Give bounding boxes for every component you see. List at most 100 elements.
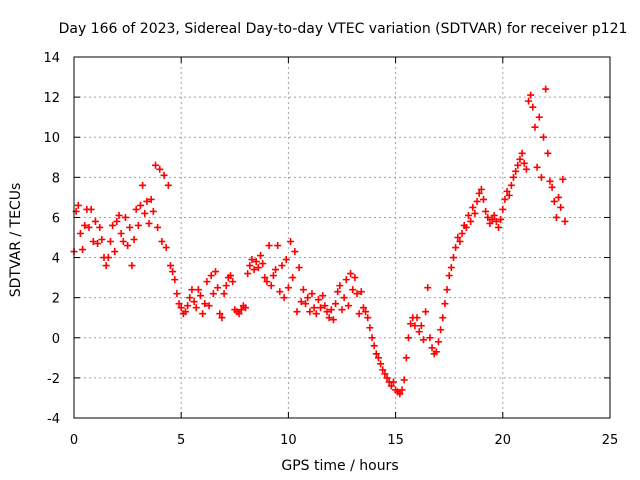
data-point: [76, 229, 84, 237]
data-point: [550, 197, 558, 205]
data-point: [428, 344, 436, 352]
data-point: [194, 286, 202, 294]
data-point: [540, 133, 548, 141]
data-point: [359, 304, 367, 312]
data-point: [190, 298, 198, 306]
data-point: [248, 256, 256, 264]
data-point: [368, 334, 376, 342]
data-point: [507, 181, 515, 189]
data-point: [544, 149, 552, 157]
data-point: [282, 256, 290, 264]
data-point: [126, 223, 134, 231]
data-point: [203, 278, 211, 286]
y-tick-label: 6: [52, 211, 60, 226]
data-point: [370, 342, 378, 350]
data-point: [475, 189, 483, 197]
data-point: [454, 234, 462, 241]
data-point: [117, 229, 125, 237]
data-point: [175, 300, 183, 308]
data-point: [102, 262, 110, 270]
data-point: [537, 173, 545, 181]
data-point: [366, 324, 374, 332]
data-point: [293, 308, 301, 316]
data-point: [89, 238, 97, 246]
data-point: [484, 213, 492, 221]
data-point: [130, 236, 138, 244]
data-point: [514, 161, 522, 169]
data-point: [139, 181, 147, 189]
y-tick-label: 12: [43, 91, 60, 106]
y-axis-label: SDTVAR / TECUs: [8, 183, 24, 298]
data-point: [321, 302, 329, 310]
data-point: [499, 205, 507, 213]
data-point: [332, 300, 340, 308]
data-point: [510, 173, 518, 181]
data-point: [304, 294, 312, 302]
x-tick-labels: 0 5 10 15 20 25: [70, 433, 618, 448]
data-point: [188, 286, 196, 294]
data-point: [276, 288, 284, 296]
x-tick-label: 15: [387, 433, 404, 448]
data-point: [149, 207, 157, 215]
data-point: [87, 205, 95, 213]
data-point: [432, 348, 440, 356]
data-point: [447, 264, 455, 272]
data-point: [111, 248, 119, 256]
data-point: [441, 300, 449, 308]
data-point: [237, 306, 245, 314]
data-point: [473, 197, 481, 205]
data-point: [379, 366, 387, 374]
data-point: [439, 314, 447, 322]
data-point: [426, 334, 434, 342]
data-point: [546, 177, 554, 185]
data-point: [222, 282, 230, 290]
data-point: [533, 163, 541, 171]
data-point: [437, 326, 445, 334]
data-point: [349, 286, 357, 294]
data-point: [512, 167, 520, 175]
data-point: [398, 386, 406, 394]
data-point: [212, 268, 220, 276]
data-point: [164, 181, 172, 189]
data-point: [128, 262, 136, 270]
data-point: [115, 211, 123, 219]
data-point: [522, 165, 530, 173]
data-point: [482, 207, 490, 215]
data-point: [162, 244, 170, 252]
data-point: [284, 284, 292, 292]
data-point: [299, 286, 307, 294]
data-point: [79, 246, 87, 254]
data-point: [355, 310, 363, 318]
data-point: [503, 187, 511, 195]
data-point: [340, 294, 348, 302]
data-point: [295, 264, 303, 272]
data-point: [134, 221, 142, 229]
data-point: [319, 292, 327, 300]
data-point: [351, 274, 359, 282]
data-point: [192, 304, 200, 312]
data-point: [278, 262, 286, 270]
data-point: [274, 242, 282, 250]
data-point: [525, 97, 533, 105]
data-point: [289, 274, 297, 282]
data-point: [402, 354, 410, 362]
data-point: [141, 209, 149, 217]
data-point: [257, 252, 265, 260]
x-axis-label: GPS time / hours: [281, 458, 398, 474]
data-point: [561, 217, 569, 225]
y-tick-label: -2: [47, 372, 60, 387]
data-point: [280, 294, 288, 302]
data-point: [520, 159, 528, 167]
x-tick-label: 5: [177, 433, 185, 448]
data-point: [518, 149, 526, 157]
data-point: [488, 215, 496, 223]
x-tick-label: 10: [280, 433, 297, 448]
data-point: [98, 236, 106, 244]
data-point: [342, 276, 350, 284]
data-point: [151, 161, 159, 169]
data-point: [91, 217, 99, 225]
data-point: [415, 328, 423, 336]
data-points: [70, 85, 569, 398]
data-point: [147, 195, 155, 203]
data-point: [74, 201, 82, 209]
